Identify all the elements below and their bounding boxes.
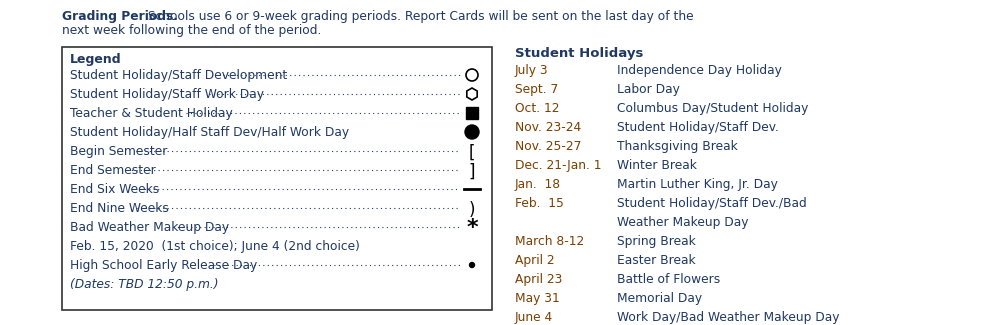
Text: Teacher & Student Holiday: Teacher & Student Holiday (70, 107, 233, 120)
Text: Feb.  15: Feb. 15 (515, 197, 564, 210)
Text: Work Day/Bad Weather Makeup Day: Work Day/Bad Weather Makeup Day (617, 311, 839, 324)
Text: Bad Weather Makeup Day: Bad Weather Makeup Day (70, 221, 229, 234)
Text: Thanksgiving Break: Thanksgiving Break (617, 140, 738, 153)
Text: ]: ] (468, 163, 475, 181)
Text: March 8-12: March 8-12 (515, 235, 585, 248)
Text: (Dates: TBD 12:50 p.m.): (Dates: TBD 12:50 p.m.) (70, 278, 219, 291)
Text: Student Holiday/Staff Dev./Bad: Student Holiday/Staff Dev./Bad (617, 197, 807, 210)
Text: ): ) (468, 201, 475, 219)
Text: [: [ (468, 144, 475, 162)
Text: Student Holiday/Staff Work Day: Student Holiday/Staff Work Day (70, 88, 264, 101)
Text: Winter Break: Winter Break (617, 159, 697, 172)
Circle shape (465, 125, 479, 139)
Bar (62, 47, 492, 310)
Text: End Semester: End Semester (70, 164, 156, 177)
Text: Jan.  18: Jan. 18 (515, 178, 561, 191)
Text: Student Holidays: Student Holidays (515, 47, 644, 60)
Text: Memorial Day: Memorial Day (617, 292, 702, 305)
Text: Student Holiday/Staff Development: Student Holiday/Staff Development (70, 69, 287, 82)
Text: Grading Periods.: Grading Periods. (62, 10, 178, 23)
Text: Sept. 7: Sept. 7 (515, 83, 558, 96)
Text: Dec. 21-Jan. 1: Dec. 21-Jan. 1 (515, 159, 601, 172)
Text: Spring Break: Spring Break (617, 235, 696, 248)
Text: Begin Semester: Begin Semester (70, 145, 168, 158)
Text: Easter Break: Easter Break (617, 254, 696, 267)
Text: Legend: Legend (70, 53, 121, 66)
Text: High School Early Release Day: High School Early Release Day (70, 259, 257, 272)
Text: July 3: July 3 (515, 64, 548, 77)
Bar (466, 107, 478, 119)
Text: Nov. 23-24: Nov. 23-24 (515, 121, 582, 134)
Text: Labor Day: Labor Day (617, 83, 680, 96)
Text: Schools use 6 or 9-week grading periods. Report Cards will be sent on the last d: Schools use 6 or 9-week grading periods.… (144, 10, 693, 23)
Text: next week following the end of the period.: next week following the end of the perio… (62, 24, 321, 37)
Text: Independence Day Holiday: Independence Day Holiday (617, 64, 782, 77)
Text: *: * (466, 218, 478, 238)
Circle shape (469, 263, 474, 267)
Text: Columbus Day/Student Holiday: Columbus Day/Student Holiday (617, 102, 809, 115)
Text: May 31: May 31 (515, 292, 560, 305)
Text: Weather Makeup Day: Weather Makeup Day (617, 216, 748, 229)
Text: Martin Luther King, Jr. Day: Martin Luther King, Jr. Day (617, 178, 778, 191)
Text: April 2: April 2 (515, 254, 554, 267)
Text: End Six Weeks: End Six Weeks (70, 183, 160, 196)
Text: Nov. 25-27: Nov. 25-27 (515, 140, 582, 153)
Text: Student Holiday/Staff Dev.: Student Holiday/Staff Dev. (617, 121, 779, 134)
Text: Student Holiday/Half Staff Dev/Half Work Day: Student Holiday/Half Staff Dev/Half Work… (70, 126, 349, 139)
Text: Oct. 12: Oct. 12 (515, 102, 559, 115)
Text: Battle of Flowers: Battle of Flowers (617, 273, 720, 286)
Text: End Nine Weeks: End Nine Weeks (70, 202, 169, 215)
Text: June 4: June 4 (515, 311, 553, 324)
Text: Feb. 15, 2020  (1st choice); June 4 (2nd choice): Feb. 15, 2020 (1st choice); June 4 (2nd … (70, 240, 360, 253)
Text: April 23: April 23 (515, 273, 562, 286)
